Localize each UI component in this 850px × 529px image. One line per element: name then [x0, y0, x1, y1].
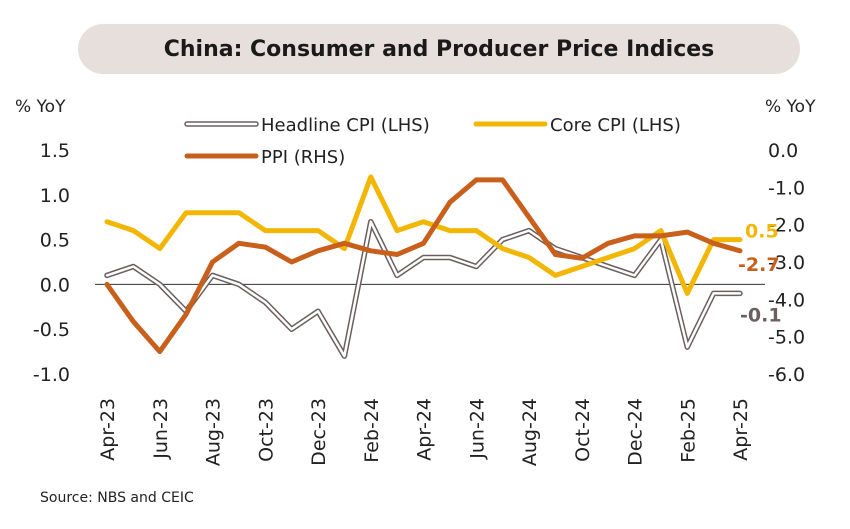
end-label-headline-cpi: -0.1 [740, 304, 782, 326]
x-tick-label: Oct-23 [255, 398, 277, 462]
right-tick-label: -3.0 [768, 252, 805, 274]
left-axis-label: % YoY [15, 97, 66, 117]
right-tick-label: -1.0 [768, 177, 805, 199]
chart-title-text: China: Consumer and Producer Price Indic… [163, 36, 715, 62]
left-tick-label: 0.0 [40, 274, 70, 296]
end-label-core-cpi: 0.5 [745, 221, 779, 243]
x-tick-label: Dec-23 [308, 398, 330, 466]
right-tick-label: -4.0 [768, 289, 805, 311]
x-tick-label: Apr-23 [97, 398, 119, 461]
x-tick-label: Dec-24 [625, 398, 647, 466]
x-tick-label: Feb-24 [361, 398, 383, 463]
x-tick-label: Aug-23 [203, 398, 225, 466]
left-tick-label: -0.5 [33, 319, 70, 341]
chart-title: China: Consumer and Producer Price Indic… [78, 24, 800, 74]
right-tick-label: 0.0 [768, 140, 798, 162]
left-tick-label: 1.0 [40, 185, 70, 207]
legend-label-ppi: PPI (RHS) [261, 147, 345, 168]
x-tick-label: Oct-24 [572, 398, 594, 462]
left-tick-label: 1.5 [40, 140, 70, 162]
series-line-headline-cpi-fill [105, 220, 742, 358]
right-tick-label: -2.0 [768, 215, 805, 237]
x-tick-label: Apr-24 [414, 398, 436, 461]
right-axis-label: % YoY [765, 97, 816, 117]
left-tick-label: 0.5 [40, 230, 70, 252]
source-note: Source: NBS and CEIC [40, 490, 194, 506]
x-tick-label: Feb-25 [677, 398, 699, 463]
series-line-core-cpi [104, 174, 743, 296]
end-label-ppi: -2.7 [738, 254, 780, 276]
x-tick-label: Apr-25 [730, 398, 752, 461]
legend-label-core-cpi: Core CPI (LHS) [550, 115, 681, 136]
x-tick-label: Jun-24 [466, 398, 488, 460]
x-tick-label: Jun-23 [150, 398, 172, 460]
left-tick-label: -1.0 [33, 364, 70, 386]
legend-label-headline-cpi: Headline CPI (LHS) [261, 115, 430, 136]
series-line-ppi [104, 177, 743, 355]
right-tick-label: -5.0 [768, 327, 805, 349]
right-tick-label: -6.0 [768, 364, 805, 386]
x-tick-label: Aug-24 [519, 398, 541, 466]
